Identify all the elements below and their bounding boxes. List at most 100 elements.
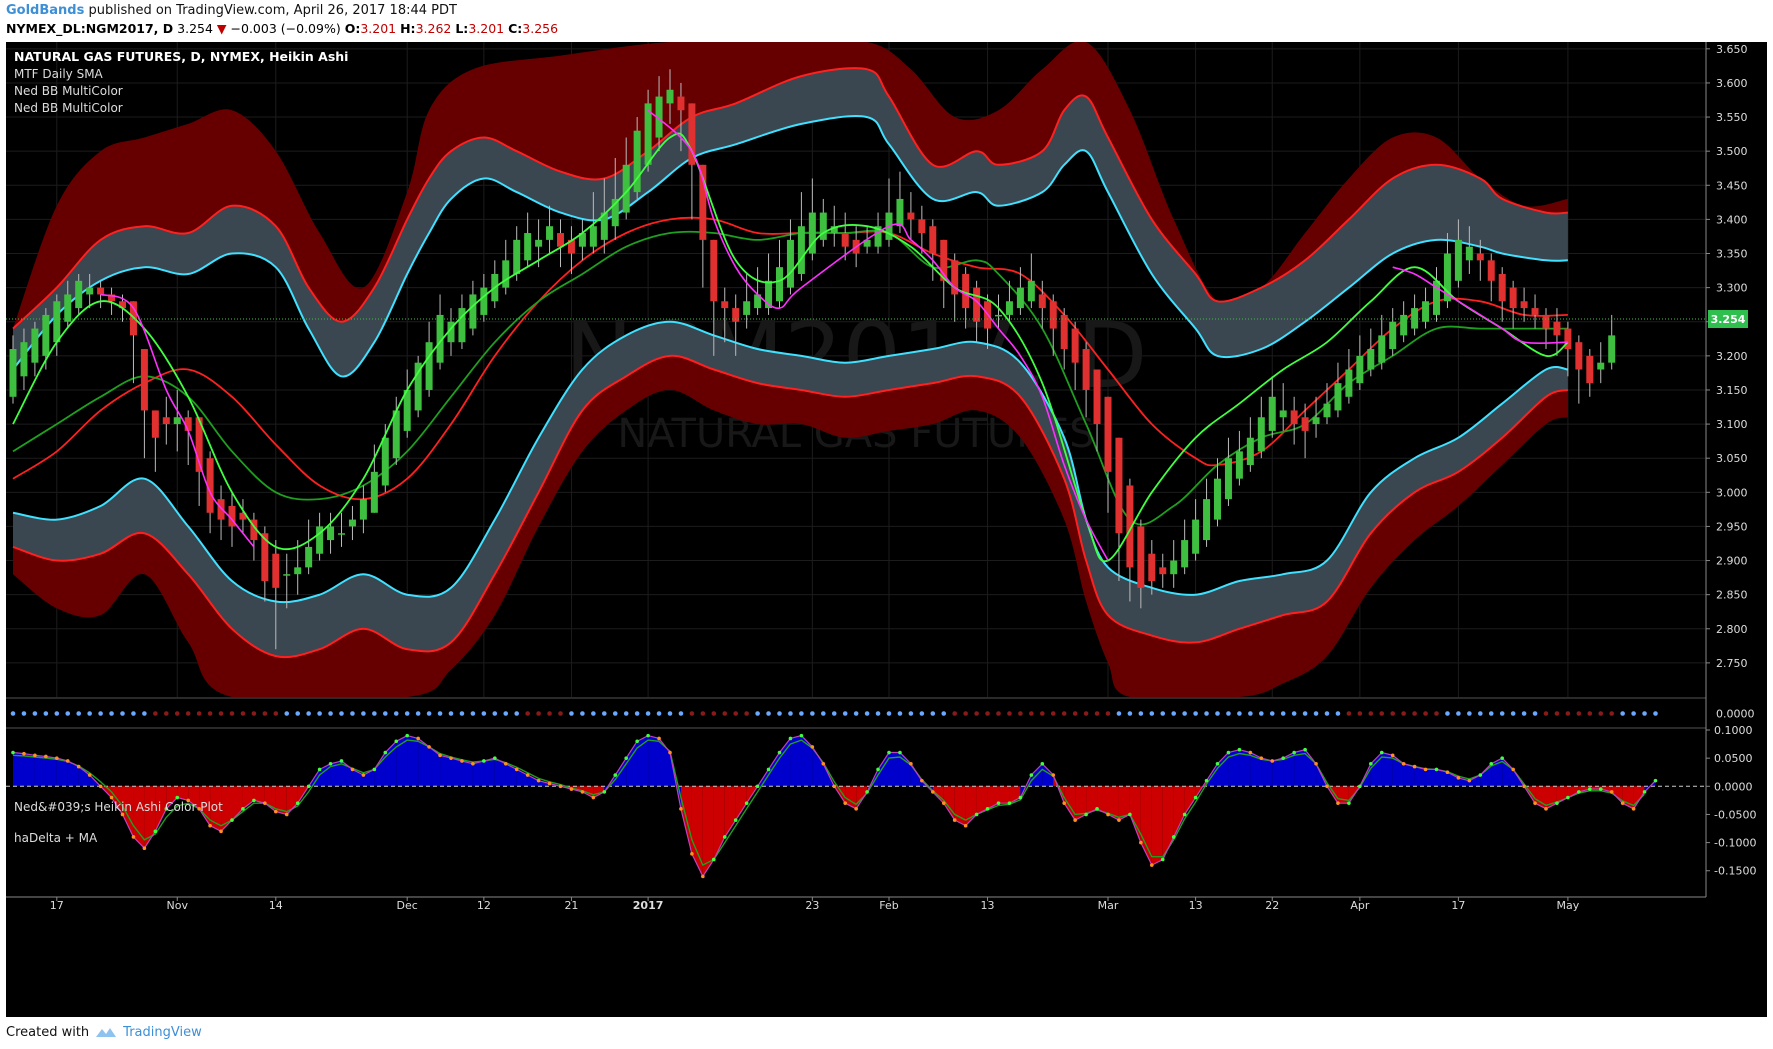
ha-color-dot bbox=[689, 711, 695, 716]
ha-color-dot bbox=[503, 711, 509, 716]
ha-color-dot bbox=[350, 711, 355, 716]
ha-color-dot bbox=[1335, 711, 1341, 716]
open-label: O: bbox=[344, 21, 361, 36]
ha-color-dot bbox=[43, 711, 49, 716]
author-link[interactable]: GoldBands bbox=[6, 3, 85, 18]
ha-color-dot bbox=[1412, 711, 1417, 716]
ha-color-dot bbox=[1390, 711, 1395, 716]
candle-body bbox=[830, 226, 838, 234]
ha-color-dot bbox=[361, 711, 366, 716]
symbol-name[interactable]: NYMEX_DL:NGM2017, D bbox=[6, 21, 174, 36]
hadelta-pane[interactable] bbox=[6, 727, 1767, 879]
candle-body bbox=[20, 342, 28, 377]
hadelta-point bbox=[865, 790, 869, 794]
hadelta-point bbox=[1281, 756, 1285, 760]
ha-color-dot bbox=[1280, 711, 1286, 716]
last-price-badge bbox=[1708, 310, 1748, 329]
ha-color-dot bbox=[722, 711, 728, 716]
ha-color-dot bbox=[1116, 711, 1122, 716]
ha-color-dot bbox=[1609, 711, 1614, 716]
price-plot-area: NGM2017, DNATURAL GAS FUTURES bbox=[6, 42, 1706, 697]
ha-color-dot bbox=[295, 711, 301, 716]
hadelta-point bbox=[1040, 761, 1045, 766]
price-tick-label: 2.850 bbox=[1716, 589, 1748, 602]
candle-body bbox=[973, 287, 981, 322]
ha-color-dot bbox=[142, 711, 147, 716]
main-title: NATURAL GAS FUTURES, D, NYMEX, Heikin As… bbox=[14, 49, 348, 64]
ha-color-dot bbox=[1248, 711, 1253, 716]
candle-body bbox=[1192, 519, 1200, 554]
hadelta-point bbox=[1160, 857, 1165, 862]
price-pane[interactable]: NGM2017, DNATURAL GAS FUTURES bbox=[6, 42, 1706, 882]
price-tick-label: 3.000 bbox=[1716, 486, 1748, 499]
hadelta-point bbox=[514, 767, 519, 772]
hadelta-point bbox=[985, 807, 990, 811]
candle-body bbox=[316, 526, 324, 554]
hadelta-point bbox=[164, 807, 169, 811]
ha-color-dot bbox=[1182, 711, 1187, 716]
candle-body bbox=[1049, 301, 1057, 329]
ha-color-dot bbox=[941, 711, 947, 716]
ha-color-dot bbox=[459, 711, 465, 716]
ha-color-dot bbox=[21, 711, 27, 716]
hadelta-point bbox=[744, 801, 749, 805]
hadelta-area bbox=[812, 746, 824, 787]
ma-magenta-line bbox=[100, 293, 255, 548]
ha-color-dot bbox=[766, 711, 771, 716]
candle-body bbox=[1476, 253, 1484, 261]
candle-body bbox=[338, 533, 345, 535]
ha-color-dot bbox=[1072, 711, 1078, 716]
hadelta-area bbox=[1140, 786, 1152, 866]
ha-color-dot bbox=[1445, 711, 1450, 716]
hadelta-point bbox=[722, 835, 727, 839]
ha-color-dot bbox=[897, 711, 903, 716]
candle-body bbox=[1071, 328, 1079, 363]
ha-color-plot-pane[interactable] bbox=[6, 697, 1767, 716]
hadelta-area bbox=[451, 758, 462, 787]
ha-color-dot bbox=[700, 711, 706, 716]
hadelta-point bbox=[1139, 840, 1143, 845]
hadelta-area bbox=[1305, 749, 1317, 787]
candle-body bbox=[64, 294, 72, 322]
candle-body bbox=[1597, 362, 1605, 370]
tradingview-link[interactable]: TradingView bbox=[123, 1024, 202, 1040]
price-tick-label: 3.500 bbox=[1716, 145, 1748, 158]
hadelta-point bbox=[1325, 784, 1329, 789]
candle-body bbox=[272, 553, 280, 588]
ha-color-dot bbox=[974, 711, 979, 716]
hadelta-point bbox=[471, 761, 475, 766]
candle-body bbox=[863, 239, 871, 247]
candle-body bbox=[1246, 437, 1254, 466]
hadelta-point bbox=[1084, 812, 1088, 817]
ha-color-dot bbox=[1346, 711, 1352, 716]
hadelta-point bbox=[766, 767, 771, 772]
ha-color-dot bbox=[1565, 711, 1571, 716]
candle-body bbox=[1553, 321, 1561, 336]
ha-color-dot bbox=[229, 711, 235, 716]
ha-color-dot bbox=[1204, 711, 1209, 716]
hadelta-point bbox=[55, 756, 59, 760]
hadelta-point bbox=[952, 818, 957, 822]
candle-body bbox=[1126, 485, 1134, 568]
hadelta-point bbox=[482, 759, 486, 763]
hadelta-area bbox=[472, 760, 484, 787]
time-tick-label: Feb bbox=[879, 899, 898, 912]
candle-body bbox=[666, 89, 674, 104]
candle-body bbox=[1422, 301, 1430, 322]
candle-body bbox=[228, 505, 236, 527]
hadelta-point bbox=[1653, 778, 1658, 783]
ha-color-dot bbox=[1554, 711, 1560, 716]
time-tick-label: 12 bbox=[477, 899, 491, 912]
hadelta-area bbox=[691, 786, 703, 877]
hadelta-area bbox=[330, 760, 342, 787]
ha-color-dot bbox=[963, 711, 968, 716]
time-tick-label: 22 bbox=[1265, 899, 1279, 912]
hadelta-point bbox=[1555, 801, 1559, 805]
hadelta-point bbox=[646, 733, 650, 738]
ha-color-dot bbox=[1532, 711, 1538, 716]
candle-body bbox=[31, 328, 39, 363]
hadelta-area bbox=[1042, 763, 1054, 787]
ha-color-dot bbox=[1094, 711, 1100, 716]
down-arrow-icon: ▼ bbox=[216, 21, 227, 36]
trading-chart[interactable]: NGM2017, DNATURAL GAS FUTURES 3.650 3.600… bbox=[0, 42, 1773, 1017]
